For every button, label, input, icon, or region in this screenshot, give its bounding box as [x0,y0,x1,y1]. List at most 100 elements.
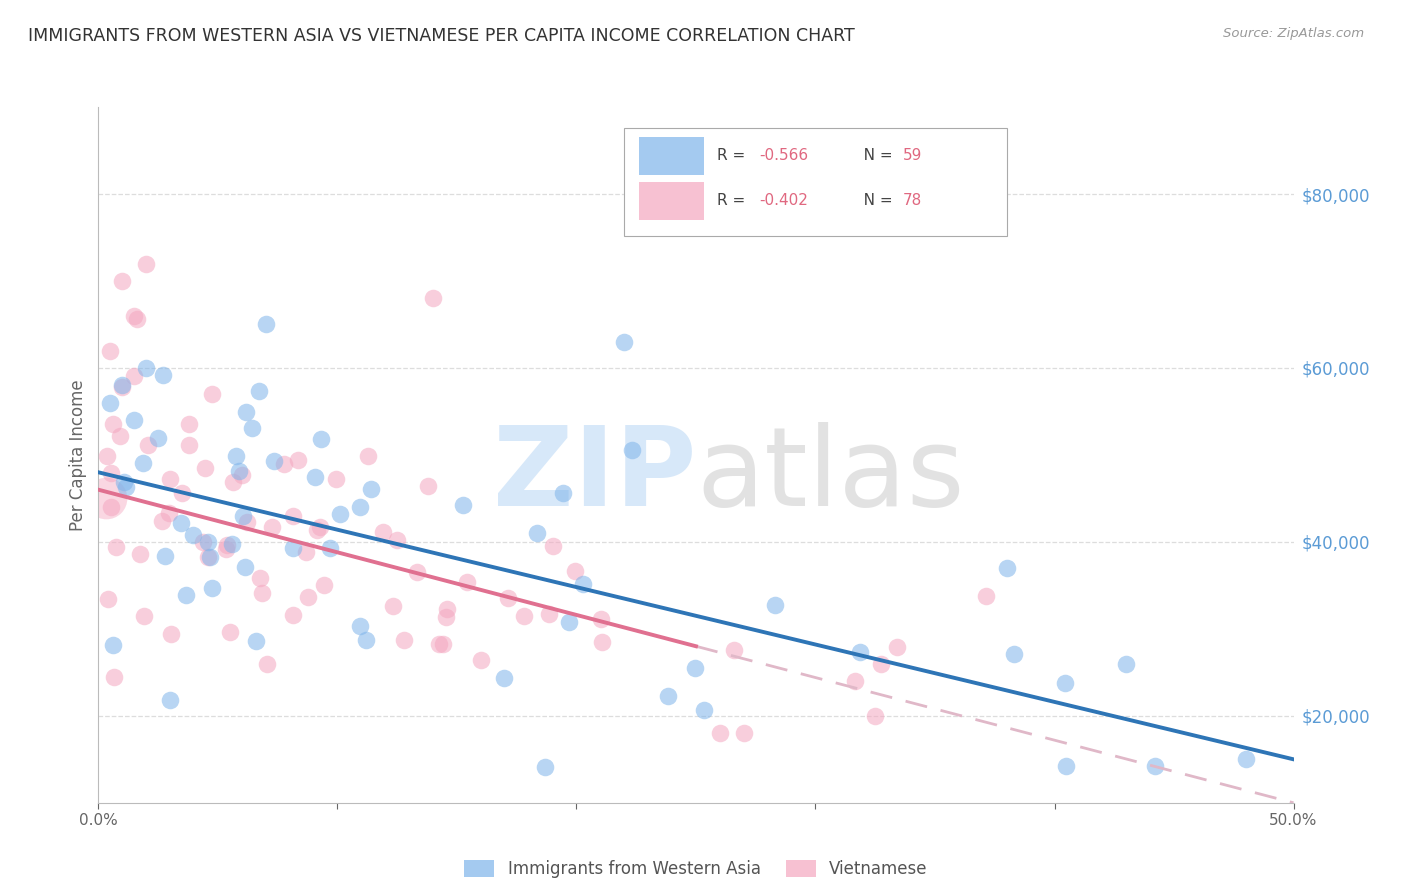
Point [159,471,181,485]
Text: 59: 59 [903,148,922,163]
Text: 78: 78 [903,194,922,209]
Point [281,509,304,524]
Text: N =: N = [849,148,897,163]
Point [122,369,145,384]
Point [974,589,997,603]
Point [763,598,786,612]
Point [309,520,332,534]
Point [551,486,574,500]
Point [683,661,706,675]
Point [104,540,127,554]
Point [733,726,755,740]
Point [235,560,257,574]
Point [236,515,259,529]
Point [240,420,263,434]
Point [215,541,238,556]
Point [159,693,181,707]
Point [111,378,134,392]
Point [571,576,593,591]
Point [232,509,254,524]
Point [124,309,146,323]
Point [254,318,277,332]
Point [172,486,194,500]
Point [325,472,347,486]
Point [657,689,679,703]
Point [135,257,157,271]
Point [886,640,908,654]
Text: R =: R = [717,148,751,163]
Point [381,599,404,613]
Point [451,499,474,513]
Point [723,642,745,657]
Text: Source: ZipAtlas.com: Source: ZipAtlas.com [1223,27,1364,40]
Text: atlas: atlas [696,422,965,529]
Point [124,413,146,427]
Point [100,500,122,514]
Point [693,703,716,717]
Point [591,635,613,649]
Point [148,431,170,445]
Point [357,449,380,463]
Point [221,537,243,551]
Point [94,491,117,506]
Point [222,475,245,489]
Point [349,618,371,632]
Point [103,670,125,684]
Point [110,429,132,443]
Text: ZIP: ZIP [492,422,696,529]
Point [848,645,870,659]
Point [1115,657,1137,671]
Point [114,480,136,494]
FancyBboxPatch shape [624,128,1007,235]
Point [1054,676,1077,690]
Point [96,449,118,463]
Point [256,657,278,672]
Point [197,549,219,564]
Point [844,673,866,688]
Text: N =: N = [849,194,897,209]
Point [373,524,395,539]
Point [354,633,377,648]
Point [309,432,332,446]
Point [179,437,201,451]
Point [613,334,636,349]
Text: R =: R = [717,194,751,209]
Point [112,475,135,489]
Point [218,624,240,639]
Point [228,463,250,477]
Text: -0.402: -0.402 [759,194,808,209]
Point [537,607,560,622]
FancyBboxPatch shape [638,136,704,175]
Point [281,541,304,556]
Point [262,520,284,534]
Point [287,453,309,467]
Point [132,456,155,470]
Point [1054,758,1077,772]
Point [125,311,148,326]
Point [564,564,586,578]
Point [360,482,382,496]
Point [101,417,124,432]
Point [129,548,152,562]
Point [526,526,548,541]
Point [620,443,643,458]
Point [349,500,371,515]
Point [235,405,257,419]
Point [152,368,174,383]
Point [392,633,415,648]
Point [533,760,555,774]
Point [225,449,247,463]
Point [329,508,352,522]
Point [422,291,444,305]
Point [432,637,454,651]
Point [995,561,1018,575]
Point [1143,759,1166,773]
Point [304,470,326,484]
Point [97,591,120,606]
Point [179,417,201,432]
Point [305,523,328,537]
Point [273,457,295,471]
Point [1002,648,1025,662]
Point [157,506,180,520]
Point [709,726,731,740]
